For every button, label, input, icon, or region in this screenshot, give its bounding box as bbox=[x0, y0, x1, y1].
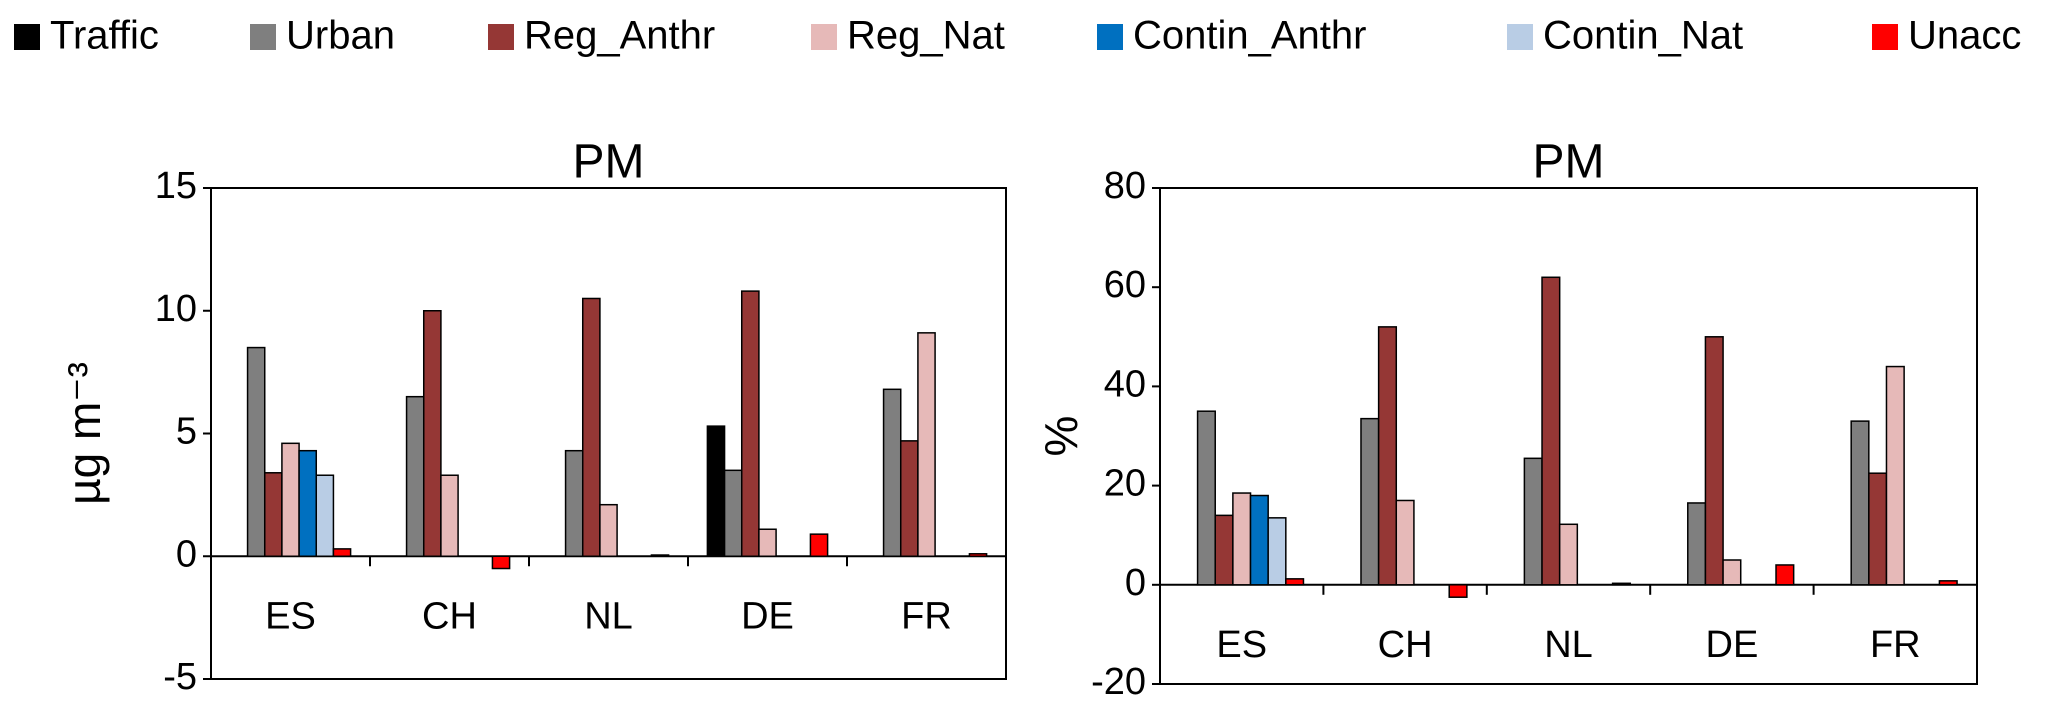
x-tick-label: NL bbox=[1544, 624, 1593, 666]
bar bbox=[422, 310, 442, 557]
chart-title: PM bbox=[573, 136, 645, 189]
y-tick-label: 15 bbox=[155, 165, 197, 207]
y-tick-label: 80 bbox=[1104, 165, 1146, 207]
bar bbox=[1249, 494, 1269, 586]
bar bbox=[1448, 584, 1468, 598]
bar bbox=[1687, 502, 1707, 586]
bar bbox=[650, 554, 670, 558]
legend-label: Traffic bbox=[50, 14, 159, 58]
bar bbox=[564, 449, 584, 557]
legend-label: Urban bbox=[286, 14, 395, 58]
bar bbox=[315, 474, 335, 557]
bar bbox=[968, 553, 988, 557]
x-tick-label: FR bbox=[1870, 624, 1921, 666]
bar bbox=[1611, 582, 1632, 586]
bar bbox=[1377, 326, 1398, 586]
legend-swatch bbox=[811, 24, 837, 50]
bar bbox=[1360, 417, 1380, 586]
y-tick-label: 20 bbox=[1104, 463, 1146, 505]
legend-swatch bbox=[1507, 24, 1533, 50]
bar bbox=[1850, 420, 1870, 586]
bar bbox=[1938, 580, 1958, 586]
y-axis-label: µg m⁻³ bbox=[58, 362, 110, 505]
y-axis-label: % bbox=[1035, 416, 1087, 457]
bar bbox=[599, 503, 618, 558]
bar bbox=[1214, 514, 1234, 586]
legend-swatch bbox=[488, 24, 514, 50]
legend-swatch bbox=[1872, 24, 1898, 50]
legend-label: Contin_Anthr bbox=[1133, 14, 1366, 58]
legend-swatch bbox=[250, 24, 276, 50]
y-tick-label: 0 bbox=[1125, 562, 1146, 604]
x-tick-label: CH bbox=[422, 595, 477, 637]
bar bbox=[917, 332, 936, 557]
bar bbox=[298, 449, 318, 557]
bar bbox=[281, 442, 300, 558]
legend-label: Unacc bbox=[1908, 14, 2021, 58]
bar bbox=[1395, 499, 1415, 586]
legend-label: Reg_Anthr bbox=[524, 14, 715, 58]
y-tick-label: -5 bbox=[163, 656, 197, 698]
bar bbox=[581, 297, 601, 557]
x-tick-label: DE bbox=[1706, 624, 1759, 666]
bar bbox=[758, 528, 777, 557]
y-tick-label: -20 bbox=[1091, 661, 1146, 703]
bar bbox=[706, 425, 726, 558]
bar bbox=[1541, 276, 1561, 586]
bar bbox=[1704, 336, 1724, 586]
bar bbox=[440, 474, 459, 557]
x-tick-label: DE bbox=[741, 595, 794, 637]
y-tick-label: 10 bbox=[155, 288, 197, 330]
plot-frame bbox=[1159, 187, 1978, 685]
x-tick-label: CH bbox=[1378, 624, 1433, 666]
bar bbox=[882, 388, 902, 557]
bar bbox=[1558, 523, 1579, 586]
bar bbox=[1885, 365, 1905, 586]
legend-label: Contin_Nat bbox=[1543, 14, 1743, 58]
bar bbox=[809, 533, 829, 558]
bar bbox=[740, 290, 760, 557]
y-tick-label: 0 bbox=[176, 533, 197, 575]
legend-swatch bbox=[14, 24, 40, 50]
y-tick-label: 40 bbox=[1104, 363, 1146, 405]
x-tick-label: ES bbox=[265, 595, 316, 637]
x-tick-label: NL bbox=[584, 595, 633, 637]
bar bbox=[1267, 517, 1287, 586]
bar bbox=[1722, 559, 1742, 586]
legend-label: Reg_Nat bbox=[847, 14, 1005, 58]
bar bbox=[1285, 578, 1305, 586]
bar bbox=[491, 555, 511, 570]
x-tick-label: ES bbox=[1216, 624, 1267, 666]
x-tick-label: FR bbox=[901, 595, 952, 637]
bar bbox=[723, 469, 743, 558]
bar bbox=[899, 440, 919, 557]
bar bbox=[405, 395, 425, 557]
bar bbox=[1868, 472, 1888, 586]
y-tick-label: 5 bbox=[176, 411, 197, 453]
bar bbox=[1196, 410, 1216, 586]
y-tick-label: 60 bbox=[1104, 264, 1146, 306]
bar bbox=[1775, 564, 1795, 586]
bar bbox=[263, 472, 283, 557]
bar bbox=[1523, 457, 1543, 586]
bar bbox=[1232, 492, 1252, 586]
bar bbox=[246, 346, 266, 558]
bar bbox=[332, 548, 352, 558]
legend-swatch bbox=[1097, 24, 1123, 50]
chart-title: PM bbox=[1533, 136, 1605, 189]
